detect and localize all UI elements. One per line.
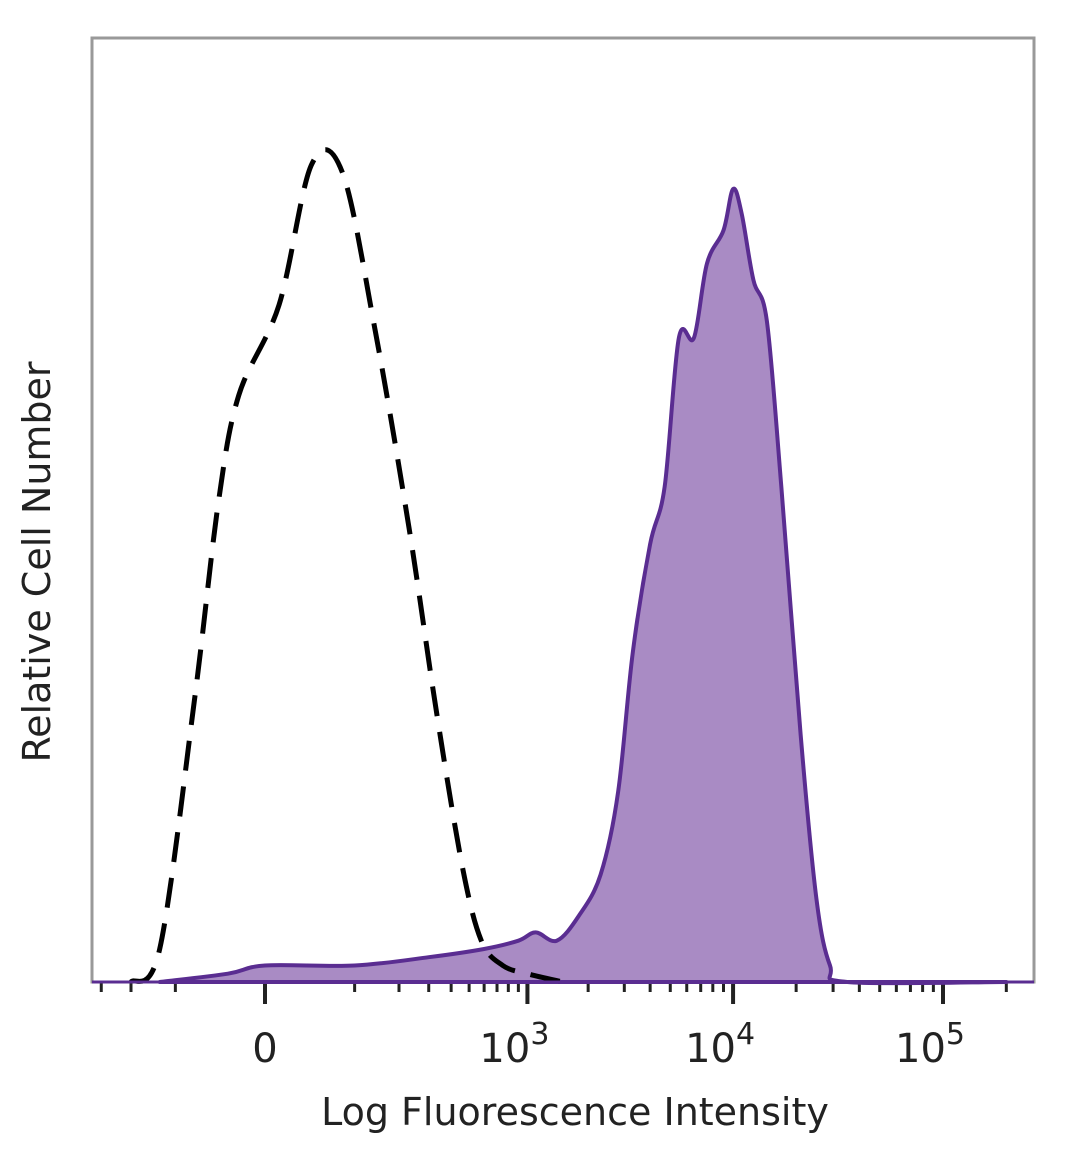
x-major-ticks bbox=[263, 982, 945, 1004]
x-tick-labels: 0 103 104 105 bbox=[252, 1017, 965, 1072]
x-tick-label: 104 bbox=[685, 1017, 755, 1072]
plot-frame bbox=[90, 36, 1036, 984]
x-tick-label: 105 bbox=[895, 1017, 965, 1072]
x-axis-title: Log Fluorescence Intensity bbox=[321, 1090, 829, 1134]
y-axis-title: Relative Cell Number bbox=[15, 361, 59, 762]
x-tick-label: 103 bbox=[479, 1017, 549, 1072]
isotype-control-histogram bbox=[129, 147, 564, 985]
x-tick-label: 0 bbox=[252, 1026, 277, 1072]
stained-sample-histogram bbox=[157, 186, 1009, 986]
